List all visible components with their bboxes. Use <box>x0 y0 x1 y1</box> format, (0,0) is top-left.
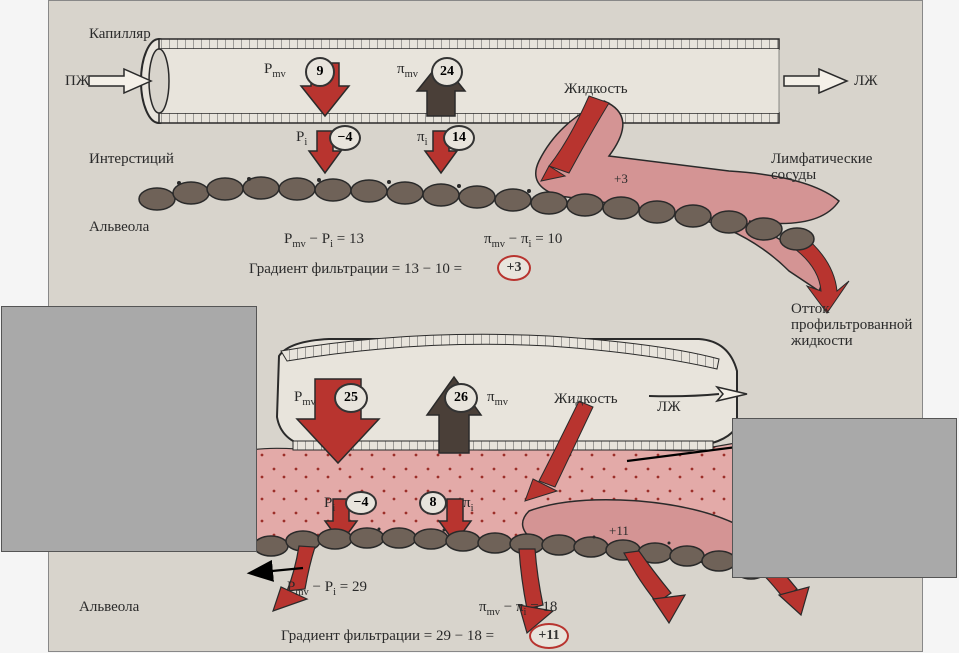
val-pimv-top: 24 <box>431 57 463 87</box>
flow-arrow-lzh-top <box>784 69 847 93</box>
val-pii-top: 14 <box>443 125 475 151</box>
val-pimv-bottom: 26 <box>444 383 478 413</box>
label-outflow-a: Отток <box>791 301 830 318</box>
sym-pimv-bottom: πmv <box>487 389 508 408</box>
label-lzh-bottom: ЛЖ <box>657 399 681 416</box>
val-pmv-top: 9 <box>305 57 335 87</box>
label-lymph-b: сосуды <box>771 167 816 184</box>
val-pmv-bottom: 25 <box>334 383 368 413</box>
eq-pi-top: πmv − πi = 10 <box>484 231 562 250</box>
sym-pii-bottom: πi <box>463 495 474 514</box>
sym-pii-top: πi <box>417 129 428 148</box>
label-fluid-bottom: Жидкость <box>554 391 618 408</box>
eq-pi-bottom: πmv − πi = 18 <box>479 599 557 618</box>
label-outflow-b: профильтрованной <box>791 317 912 334</box>
lymph-badge-bottom: +11 <box>609 523 629 539</box>
eq-p-bottom: Pmv − Pi = 29 <box>287 579 367 598</box>
capillary-top <box>141 39 779 123</box>
label-outflow-c: жидкости <box>791 333 853 350</box>
eq-grad-top: Градиент фильтрации = 13 − 10 = <box>249 261 462 278</box>
val-pii-bottom: 8 <box>419 491 447 515</box>
val-pi-top: −4 <box>329 125 361 151</box>
sym-pimv-top: πmv <box>397 61 418 80</box>
sym-pi-bottom: Pi <box>324 495 335 514</box>
sym-pmv-bottom: Pmv <box>294 389 316 408</box>
label-capillary: Капилляр <box>89 26 151 43</box>
val-grad-bottom: +11 <box>529 623 569 649</box>
label-lymph-a: Лимфатические <box>771 151 872 168</box>
lymph-badge-top: +3 <box>614 171 628 187</box>
label-interstitium: Интерстиций <box>89 151 174 168</box>
label-lzh-top: ЛЖ <box>854 73 878 90</box>
val-grad-top: +3 <box>497 255 531 281</box>
overlay-box-right <box>732 418 957 578</box>
overlay-box-left <box>1 306 257 552</box>
label-fluid-top: Жидкость <box>564 81 628 98</box>
eq-grad-bottom: Градиент фильтрации = 29 − 18 = <box>281 628 494 645</box>
sym-pi-top: Pi <box>296 129 307 148</box>
label-alveola-top: Альвеола <box>89 219 149 236</box>
label-pzh: ПЖ <box>65 73 89 90</box>
sym-pmv-top: Pmv <box>264 61 286 80</box>
val-pi-bottom: −4 <box>345 491 377 515</box>
eq-p-top: Pmv − Pi = 13 <box>284 231 364 250</box>
label-alveola-bottom: Альвеола <box>79 599 139 616</box>
